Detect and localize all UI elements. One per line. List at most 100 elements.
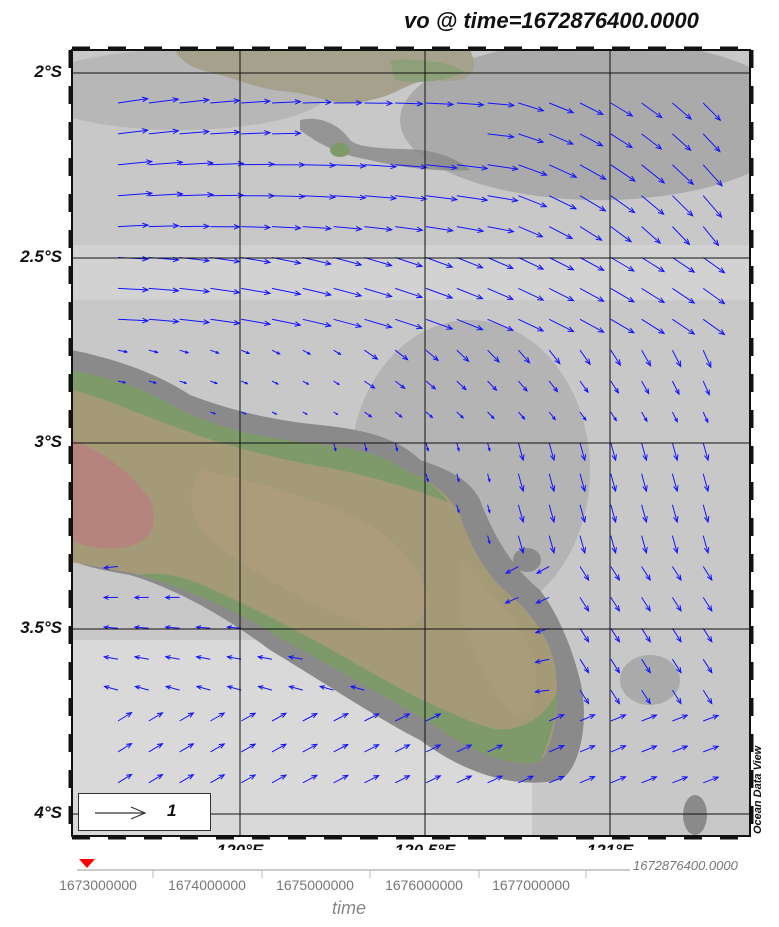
- current-vector: [179, 194, 214, 197]
- current-vector-head: [233, 129, 241, 136]
- current-vector-head: [676, 605, 682, 612]
- current-vector-head: [642, 516, 648, 524]
- current-vector: [333, 257, 362, 266]
- current-vector: [641, 628, 651, 643]
- current-vector-head: [658, 297, 666, 304]
- current-vector-head: [172, 223, 180, 229]
- current-vector-head: [558, 714, 566, 720]
- current-vector: [364, 775, 379, 784]
- current-vector: [302, 257, 331, 265]
- current-vector-head: [329, 162, 337, 169]
- current-vector: [548, 535, 555, 554]
- current-vector: [302, 101, 332, 104]
- map-title: vo @ time=1672876400.0000: [404, 8, 699, 33]
- current-vector-head: [627, 265, 636, 272]
- current-vector-head: [122, 380, 127, 384]
- current-vector-head: [465, 775, 473, 781]
- current-vector: [425, 349, 439, 361]
- current-vector: [702, 535, 709, 554]
- current-vector-head: [447, 101, 455, 107]
- current-vector: [702, 597, 713, 612]
- current-vector-head: [142, 317, 150, 324]
- current-vector-head: [176, 191, 184, 197]
- current-vector: [579, 257, 604, 271]
- current-vector-head: [207, 191, 215, 198]
- current-vector-head: [645, 605, 651, 612]
- current-vector: [302, 349, 311, 355]
- current-vector-head: [712, 776, 720, 782]
- current-vector-head: [245, 381, 249, 385]
- current-vector: [610, 257, 635, 272]
- current-vector: [610, 473, 617, 492]
- current-vector: [394, 775, 410, 784]
- current-vector-head: [246, 351, 251, 354]
- current-vector-head: [218, 774, 226, 780]
- current-vector-head: [658, 177, 666, 184]
- current-vector: [702, 164, 723, 187]
- current-vector: [425, 473, 429, 482]
- current-vector-head: [342, 712, 349, 719]
- current-vector: [641, 504, 647, 523]
- current-vector: [549, 102, 574, 114]
- current-vector-head: [355, 100, 363, 106]
- current-vector-head: [450, 196, 459, 202]
- current-vector: [364, 713, 379, 722]
- current-vector-head: [523, 357, 531, 364]
- current-vector-head: [142, 286, 150, 293]
- current-vector-head: [487, 509, 491, 514]
- current-vector-head: [153, 380, 158, 384]
- current-vector-head: [511, 165, 519, 172]
- current-vector-head: [307, 351, 312, 355]
- current-vector-head: [325, 99, 333, 106]
- current-vector-head: [476, 263, 484, 269]
- current-vector-head: [420, 164, 428, 170]
- current-vector: [579, 714, 595, 722]
- current-vector: [579, 658, 590, 673]
- current-vector: [333, 226, 362, 230]
- current-vector: [394, 411, 403, 418]
- current-vector-head: [685, 113, 693, 120]
- current-vector: [364, 411, 372, 418]
- current-vector: [548, 287, 574, 302]
- current-vector: [579, 380, 589, 393]
- current-vector: [548, 380, 558, 392]
- current-vector: [610, 195, 635, 214]
- current-vector: [610, 714, 626, 722]
- time-slider[interactable]: [0, 850, 779, 890]
- current-vector-head: [156, 773, 164, 780]
- current-vector: [319, 685, 334, 691]
- current-vector-head: [342, 743, 349, 750]
- current-vector: [179, 99, 209, 104]
- current-vector: [364, 164, 396, 168]
- current-vector: [487, 504, 491, 513]
- current-vector: [364, 257, 392, 267]
- current-vector-head: [558, 775, 566, 781]
- current-vector-head: [645, 636, 651, 643]
- current-vector: [518, 102, 544, 112]
- current-vector: [702, 442, 709, 461]
- current-vector-head: [403, 775, 411, 781]
- current-vector-head: [133, 595, 140, 600]
- current-vector: [271, 101, 301, 104]
- current-vector-head: [403, 744, 411, 750]
- current-vector: [302, 743, 318, 753]
- current-vector-head: [172, 128, 180, 135]
- time-tick-label: 1677000000: [492, 877, 570, 893]
- current-vector: [456, 442, 460, 451]
- current-vector: [210, 349, 219, 354]
- current-vector-head: [506, 263, 515, 270]
- current-vector: [425, 713, 441, 722]
- current-vector-head: [534, 688, 541, 694]
- current-vector-head: [256, 655, 264, 660]
- current-vector-head: [141, 96, 149, 103]
- current-vector-head: [645, 359, 652, 367]
- current-vector: [641, 411, 648, 422]
- current-vector-head: [705, 389, 710, 396]
- lat-label-2s: 2°S: [34, 62, 62, 81]
- current-vector-head: [599, 174, 607, 180]
- current-vector-head: [403, 713, 411, 719]
- current-vector: [517, 504, 524, 523]
- current-vector-head: [420, 195, 428, 202]
- current-vector-head: [305, 412, 308, 415]
- current-vector: [456, 257, 483, 269]
